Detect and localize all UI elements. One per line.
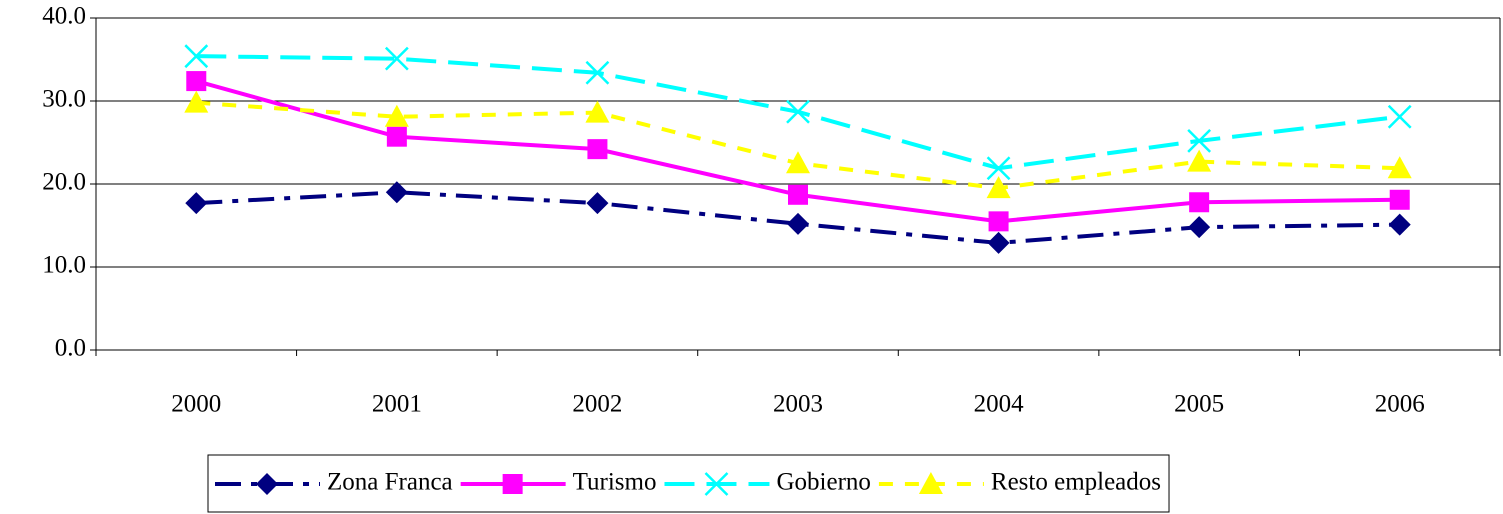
marker bbox=[704, 472, 729, 496]
y-tick-label: 10.0 bbox=[42, 252, 86, 279]
marker bbox=[788, 184, 808, 205]
marker bbox=[1189, 192, 1210, 213]
x-tick-label: 2003 bbox=[773, 391, 823, 418]
marker bbox=[184, 90, 209, 113]
legend-label: Turismo bbox=[573, 469, 657, 496]
marker bbox=[384, 104, 409, 127]
marker bbox=[986, 176, 1011, 199]
legend-label: Resto empleados bbox=[991, 469, 1161, 496]
x-tick-label: 2001 bbox=[372, 391, 422, 418]
marker bbox=[502, 474, 523, 494]
marker bbox=[787, 212, 809, 235]
marker bbox=[1389, 189, 1410, 210]
marker bbox=[587, 139, 608, 160]
marker bbox=[585, 100, 610, 123]
marker bbox=[1388, 213, 1411, 236]
marker bbox=[586, 192, 609, 215]
marker bbox=[384, 46, 409, 71]
marker bbox=[986, 156, 1011, 181]
marker bbox=[988, 211, 1009, 232]
x-tick-label: 2006 bbox=[1375, 391, 1425, 418]
marker bbox=[385, 181, 408, 204]
marker bbox=[386, 126, 407, 147]
y-tick-label: 30.0 bbox=[42, 86, 86, 113]
marker bbox=[186, 71, 207, 92]
legend: Zona Franca Turismo Gobierno Resto empleado… bbox=[207, 454, 1170, 513]
legend-label: Gobierno bbox=[776, 469, 870, 496]
marker bbox=[1187, 128, 1212, 153]
marker bbox=[184, 44, 209, 69]
series-line bbox=[196, 100, 1400, 191]
marker bbox=[1188, 216, 1211, 239]
marker bbox=[987, 231, 1010, 254]
x-tick-label: 2002 bbox=[572, 391, 622, 418]
marker bbox=[585, 60, 610, 85]
marker bbox=[1387, 104, 1412, 129]
y-tick-label: 20.0 bbox=[42, 169, 86, 196]
marker bbox=[1187, 149, 1212, 172]
marker bbox=[786, 99, 810, 124]
legend-label: Zona Franca bbox=[327, 469, 453, 496]
marker bbox=[185, 192, 208, 215]
marker bbox=[786, 151, 810, 174]
marker bbox=[1387, 156, 1412, 179]
y-tick-label: 0.0 bbox=[55, 335, 86, 362]
marker bbox=[918, 472, 943, 494]
x-tick-label: 2000 bbox=[171, 391, 221, 418]
x-tick-label: 2004 bbox=[974, 391, 1025, 418]
y-tick-label: 40.0 bbox=[42, 3, 86, 30]
marker bbox=[256, 473, 278, 495]
x-tick-label: 2005 bbox=[1174, 391, 1224, 418]
